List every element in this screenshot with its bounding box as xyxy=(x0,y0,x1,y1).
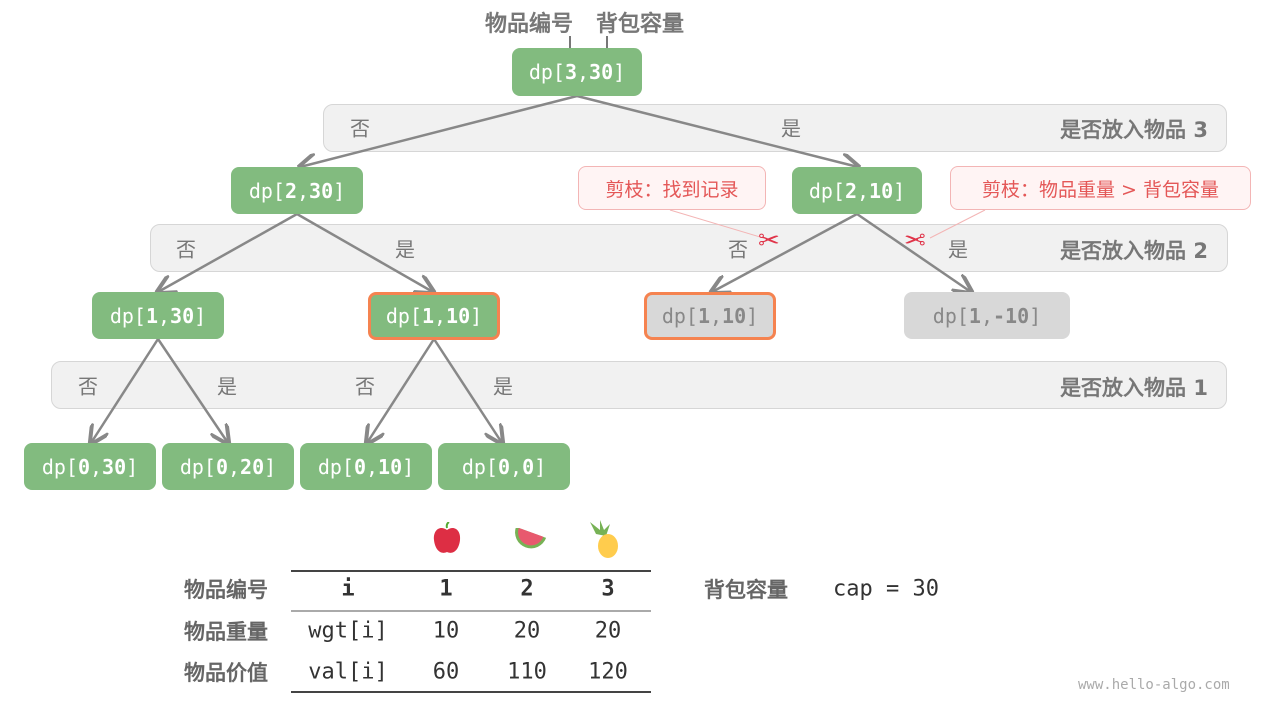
choice-no: 否 xyxy=(176,237,196,262)
edge xyxy=(856,212,971,292)
prune-callout-overweight: 剪枝：物品重量 > 背包容量 xyxy=(950,166,1251,210)
band-label-1: 是否放入物品 1 xyxy=(1060,376,1208,400)
node-dp-0-10: dp[0, 10] xyxy=(300,443,432,490)
header-cell: 2 xyxy=(520,576,534,602)
header-cell: 1 xyxy=(439,576,453,602)
choice-no: 否 xyxy=(355,374,375,399)
weight-cell: 20 xyxy=(513,618,541,644)
pointer-line xyxy=(569,36,571,56)
table-rule-bottom xyxy=(291,691,651,693)
edge xyxy=(300,94,578,167)
capacity-value: cap = 30 xyxy=(833,576,939,602)
value-cell: val[i] xyxy=(308,659,388,685)
value-cell: 60 xyxy=(432,659,460,685)
item-index-label: 物品编号 xyxy=(485,12,574,37)
row-label-value: 物品价值 xyxy=(184,661,268,685)
band-label-2: 是否放入物品 2 xyxy=(1060,239,1208,263)
choice-no: 否 xyxy=(728,237,748,262)
decision-band-3 xyxy=(323,104,1227,152)
capacity-title: 背包容量 xyxy=(704,578,788,602)
node-dp-1-10-pruned: dp[1, 10] xyxy=(644,292,776,340)
value-cell: 120 xyxy=(588,659,628,685)
scissors-icon: ✂ xyxy=(758,226,780,256)
choice-yes: 是 xyxy=(217,374,237,399)
pineapple-icon xyxy=(590,520,618,558)
edge xyxy=(296,212,433,292)
choice-yes: 是 xyxy=(948,237,968,262)
prune-callout-memo: 剪枝：找到记录 xyxy=(578,166,766,210)
node-dp-2-30: dp[2, 30] xyxy=(231,167,363,214)
node-dp-3-30: dp[3, 30] xyxy=(512,48,642,96)
apple-icon xyxy=(433,522,461,553)
node-dp-1-neg10: dp[1, -10] xyxy=(904,292,1070,339)
weight-cell: 20 xyxy=(594,618,622,644)
header-cell: 3 xyxy=(601,576,615,602)
edge xyxy=(367,338,436,443)
table-rule-mid xyxy=(291,610,651,612)
choice-yes: 是 xyxy=(781,116,801,141)
weight-cell: wgt[i] xyxy=(308,618,388,644)
edge xyxy=(712,212,858,292)
header-cell: i xyxy=(341,576,355,602)
node-dp-0-0: dp[0, 0] xyxy=(438,443,570,490)
choice-no: 否 xyxy=(78,374,98,399)
capacity-label: 背包容量 xyxy=(596,12,685,37)
node-dp-0-20: dp[0, 20] xyxy=(162,443,294,490)
choice-yes: 是 xyxy=(493,374,513,399)
watermark: www.hello-algo.com xyxy=(1078,677,1230,693)
decision-band-1 xyxy=(51,361,1227,409)
edge xyxy=(158,212,298,292)
table-rule-top xyxy=(291,570,651,572)
scissors-icon: ✂ xyxy=(904,226,926,256)
node-dp-1-10: dp[1, 10] xyxy=(368,292,500,340)
row-label-weight: 物品重量 xyxy=(184,620,268,644)
value-cell: 110 xyxy=(507,659,547,685)
pointer-line xyxy=(606,36,608,56)
node-dp-1-30: dp[1, 30] xyxy=(92,292,224,339)
choice-yes: 是 xyxy=(395,237,415,262)
node-dp-0-30: dp[0, 30] xyxy=(24,443,156,490)
node-dp-2-10: dp[2, 10] xyxy=(792,167,922,214)
watermelon-icon xyxy=(515,528,547,549)
edge xyxy=(91,338,160,443)
edge xyxy=(156,338,228,443)
edge xyxy=(576,94,858,167)
choice-no: 否 xyxy=(350,116,370,141)
row-label-index: 物品编号 xyxy=(184,578,268,602)
edge xyxy=(432,338,502,443)
band-label-3: 是否放入物品 3 xyxy=(1060,118,1208,142)
weight-cell: 10 xyxy=(432,618,460,644)
